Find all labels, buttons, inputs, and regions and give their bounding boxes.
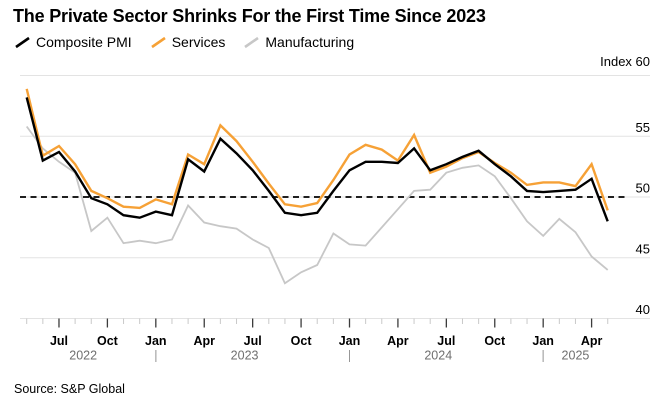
- x-axis-year-label-2023: 2023: [231, 349, 259, 363]
- legend-item-manufacturing: Manufacturing: [244, 34, 354, 50]
- x-axis-year-label-2025: 2025: [562, 349, 590, 363]
- composite-line-icon: [15, 36, 30, 48]
- x-axis-month-label-32: Jan: [532, 334, 554, 348]
- x-axis-month-label-29: Oct: [484, 334, 506, 348]
- x-axis-month-label-23: Apr: [387, 334, 409, 348]
- y-axis-label-50: 50: [636, 181, 650, 196]
- series-line-composite-pmi: [25, 97, 609, 222]
- y-axis-label-45: 45: [636, 241, 650, 256]
- source-attribution: Source: S&P Global: [14, 382, 125, 396]
- year-separator-2024: |: [348, 349, 351, 363]
- year-separator-2025: |: [542, 349, 545, 363]
- series-line-manufacturing: [25, 125, 609, 285]
- x-axis-year-label-2024: 2024: [424, 349, 452, 363]
- legend-label-manufacturing: Manufacturing: [265, 34, 355, 50]
- y-axis-unit-label: Index 60: [600, 54, 650, 69]
- x-axis-month-label-5: Oct: [97, 334, 119, 348]
- chart-legend: Composite PMI Services Manufacturing: [15, 34, 354, 50]
- x-axis-month-label-20: Jan: [339, 334, 361, 348]
- legend-item-services: Services: [150, 34, 226, 50]
- x-axis-month-label-2: Jul: [50, 334, 68, 348]
- manufacturing-line-icon: [244, 36, 260, 48]
- x-axis-year-label-2022: 2022: [69, 349, 97, 363]
- y-axis-label-55: 55: [636, 120, 650, 135]
- x-axis-month-label-11: Apr: [193, 334, 215, 348]
- x-axis-month-label-35: Apr: [581, 334, 603, 348]
- legend-item-composite: Composite PMI: [15, 34, 132, 50]
- services-line-icon: [150, 36, 166, 48]
- chart-title: The Private Sector Shrinks For the First…: [13, 6, 486, 26]
- year-separator-2023: |: [154, 349, 157, 363]
- x-axis-month-label-26: Jul: [437, 334, 455, 348]
- x-axis-month-label-8: Jan: [145, 334, 167, 348]
- x-axis-month-label-14: Jul: [244, 334, 262, 348]
- series-line-services: [25, 88, 609, 211]
- legend-label-composite: Composite PMI: [36, 34, 132, 50]
- x-axis-month-label-17: Oct: [291, 334, 313, 348]
- y-axis-label-40: 40: [636, 302, 650, 317]
- legend-label-services: Services: [171, 34, 226, 50]
